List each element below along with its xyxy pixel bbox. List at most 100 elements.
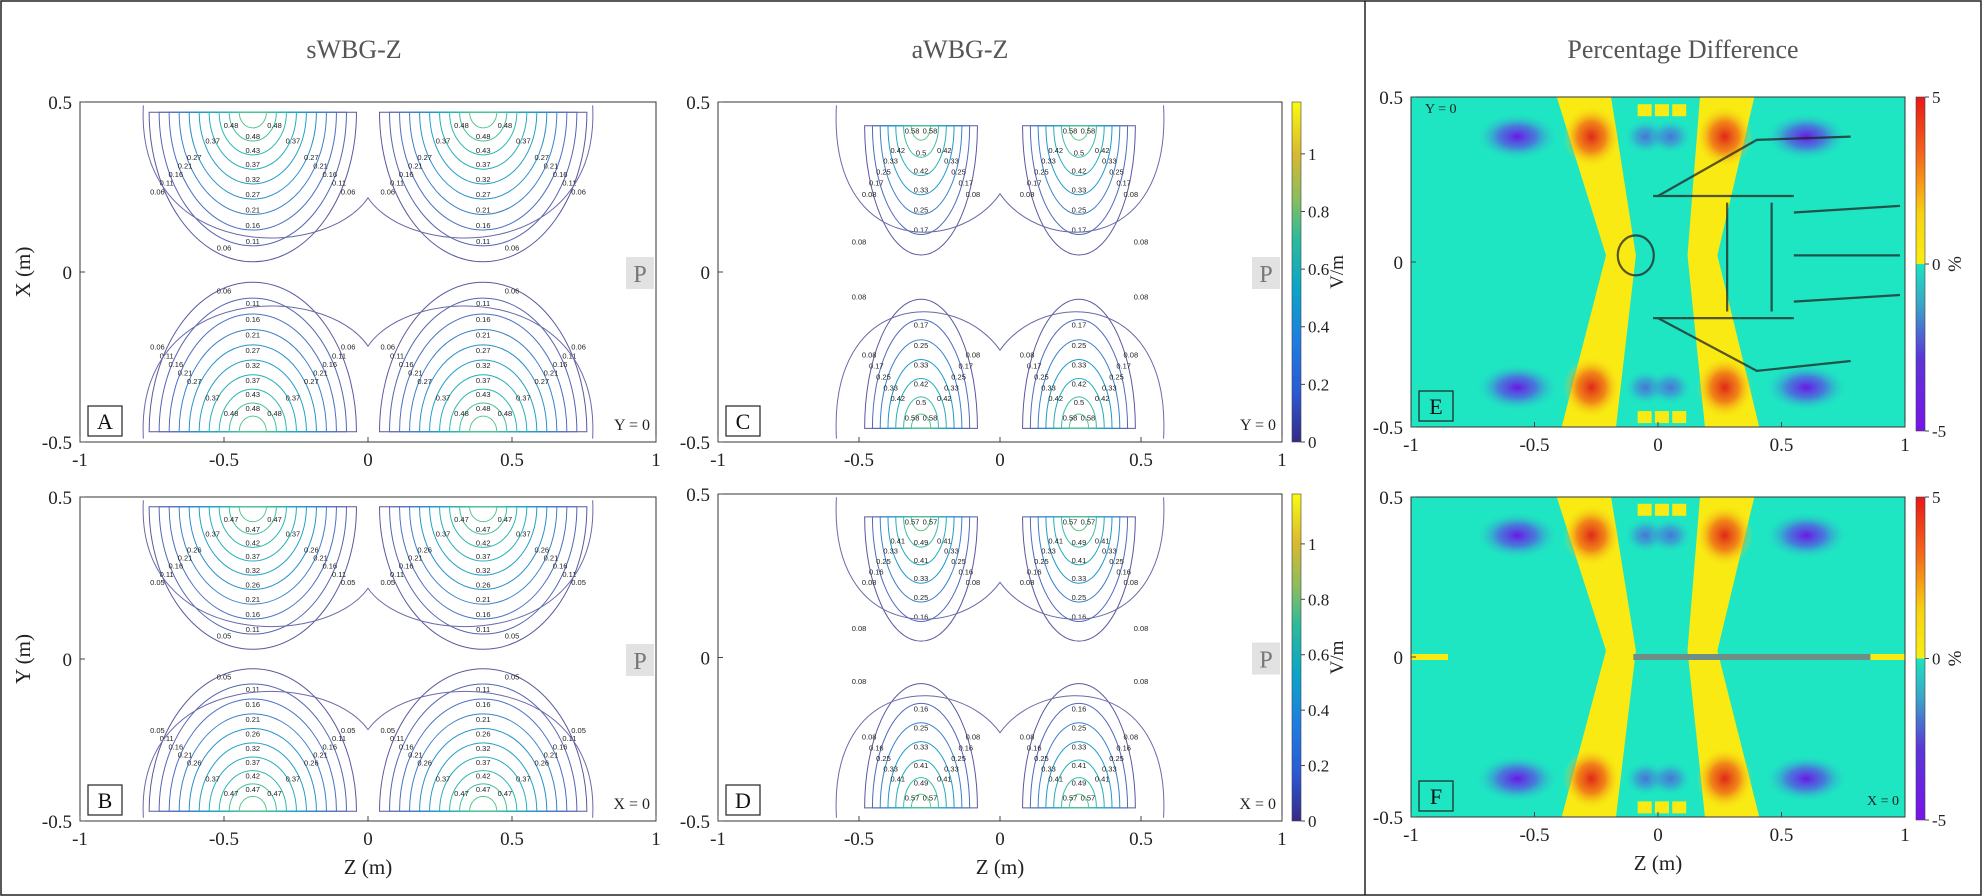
contour-level-label: 0.33	[1072, 360, 1087, 369]
contour-level-label: 0.58	[905, 127, 920, 136]
contour-level-label: 0.08	[862, 733, 877, 742]
x-tick-label: 1	[1277, 829, 1287, 850]
y-tick-label: -0.5	[42, 812, 72, 833]
contour-level-label: 0.08	[862, 350, 877, 359]
contour-line	[158, 297, 347, 433]
contour-level-label: 0.11	[476, 625, 490, 634]
contour-level-label: 0.25	[876, 373, 891, 382]
contour-level-label: 0.41	[914, 761, 929, 770]
contour-level-label: 0.5	[1074, 148, 1084, 157]
port-marker-box	[626, 644, 654, 676]
colorbar-label: %	[1945, 256, 1966, 272]
contour-level-label: 0.05	[217, 672, 232, 681]
heatmap-speckle	[1654, 801, 1669, 814]
contour-level-label: 0.11	[160, 351, 174, 360]
heatmap-coldspot	[1764, 511, 1849, 560]
contour-line	[449, 506, 518, 548]
contour-level-label: 0.58	[923, 127, 938, 136]
contour-lobe: 0.05 0.050.11 0.110.110.16 0.160.160.21 0.21…	[379, 506, 588, 650]
x-tick-label: 0.5	[500, 829, 524, 850]
heatmap-speckle	[1637, 503, 1652, 516]
contour-line	[158, 506, 347, 635]
port-marker: P	[633, 262, 646, 288]
col-title-difference: Percentage Difference	[1567, 35, 1798, 64]
contour-line	[178, 506, 327, 605]
contour-line	[158, 111, 347, 247]
contour-level-label: 0.08	[1020, 190, 1035, 199]
y-tick-label: 0	[63, 650, 73, 671]
contour-level-label: 0.16	[245, 315, 260, 324]
contour-lobe: 0.05 0.050.11 0.110.110.16 0.160.160.21 0.21…	[148, 668, 357, 812]
contour-level-label: 0.42	[937, 146, 952, 155]
contour-line	[449, 388, 518, 433]
contour-level-label: 0.16	[245, 700, 260, 709]
contour-level-label: 0.08	[1020, 733, 1035, 742]
heatmap-hotspot	[1563, 748, 1620, 809]
contour-level-label: 0.48	[476, 404, 491, 413]
contour-level-label: 0.08	[966, 733, 981, 742]
panel-label-box	[725, 405, 761, 437]
contour-line	[439, 756, 528, 812]
contour-level-label: 0.08	[1124, 190, 1139, 199]
contour-lobe: 0.08 0.080.16 0.160.160.25 0.250.250.33 0.33…	[862, 516, 980, 642]
panel-label: C	[736, 409, 751, 434]
contour-line	[238, 111, 267, 129]
contour-level-label: 0.08	[1124, 350, 1139, 359]
contour-lobe: 0.06 0.060.11 0.110.110.16 0.160.160.21 0.21…	[148, 281, 357, 433]
contour-level-label: 0.11	[476, 299, 490, 308]
contour-level-label: 0.11	[476, 237, 490, 246]
contour-line	[238, 795, 267, 812]
contour-line	[910, 516, 932, 532]
contour-level-label: 0.21	[178, 369, 193, 378]
contour-line	[198, 506, 307, 576]
x-tick-label: -0.5	[844, 829, 874, 850]
contour-line	[449, 111, 518, 156]
contour-level-label: 0.06	[381, 343, 396, 352]
contour-level-label: 0.58	[1063, 413, 1078, 422]
contour-line	[1022, 125, 1136, 256]
contour-level-label: 0.16	[399, 561, 414, 570]
contour-lobe: 0.08 0.080.16 0.160.160.25 0.250.250.33 0.33…	[1020, 683, 1138, 809]
contour-level-label: 0.06	[381, 187, 396, 196]
heatmap-coldspot	[1475, 112, 1560, 161]
contour-level-label: 0.57	[923, 793, 938, 802]
colorbar-tick-label: 1	[1308, 145, 1317, 164]
contour-line	[439, 506, 528, 562]
contour-level-label: 0.49	[1072, 779, 1087, 788]
contour-line	[1037, 339, 1121, 429]
contour-level-label: 0.16	[553, 170, 568, 179]
contour-level-label: 0.16	[476, 315, 491, 324]
contour-level-label: 0.08	[852, 237, 867, 246]
contour-line	[429, 111, 538, 185]
contour-level-label: 0.42	[890, 394, 905, 403]
contour-level-label: 0.08	[1134, 237, 1149, 246]
contour-level-label: 0.33	[1102, 764, 1117, 773]
contour-line	[469, 111, 498, 129]
contour-level-label: 0.25	[914, 205, 929, 214]
contour-level-label: 0.16	[245, 610, 260, 619]
contour-level-label: 0.47	[498, 789, 513, 798]
contour-line	[459, 402, 508, 433]
contour-line	[238, 506, 267, 523]
x-tick-label: -0.5	[844, 450, 874, 471]
contour-level-label: 0.05	[217, 632, 232, 641]
heatmap-field	[1411, 97, 1905, 427]
contour-level-label: 0.37	[436, 137, 451, 146]
contour-level-label: 0.37	[516, 530, 531, 539]
contour-level-label: 0.08	[862, 578, 877, 587]
contour-line	[399, 111, 568, 231]
contour-level-label: 0.37	[245, 160, 260, 169]
contour-level-label: 0.21	[245, 715, 260, 724]
contour-level-label: 0.27	[476, 346, 491, 355]
plane-label: X = 0	[1239, 796, 1276, 813]
contour-level-label: 0.27	[187, 377, 202, 386]
contour-level-label: 0.37	[516, 393, 531, 402]
colorbar	[1291, 101, 1302, 443]
contour-line	[879, 722, 963, 809]
heatmap-hotspot	[1696, 748, 1753, 809]
contour-level-label: 0.48	[267, 121, 282, 130]
contour-line	[469, 506, 498, 523]
contour-level-label: 0.06	[217, 244, 232, 253]
contour-level-label: 0.21	[544, 553, 559, 562]
y-tick-label: -0.5	[42, 433, 72, 454]
